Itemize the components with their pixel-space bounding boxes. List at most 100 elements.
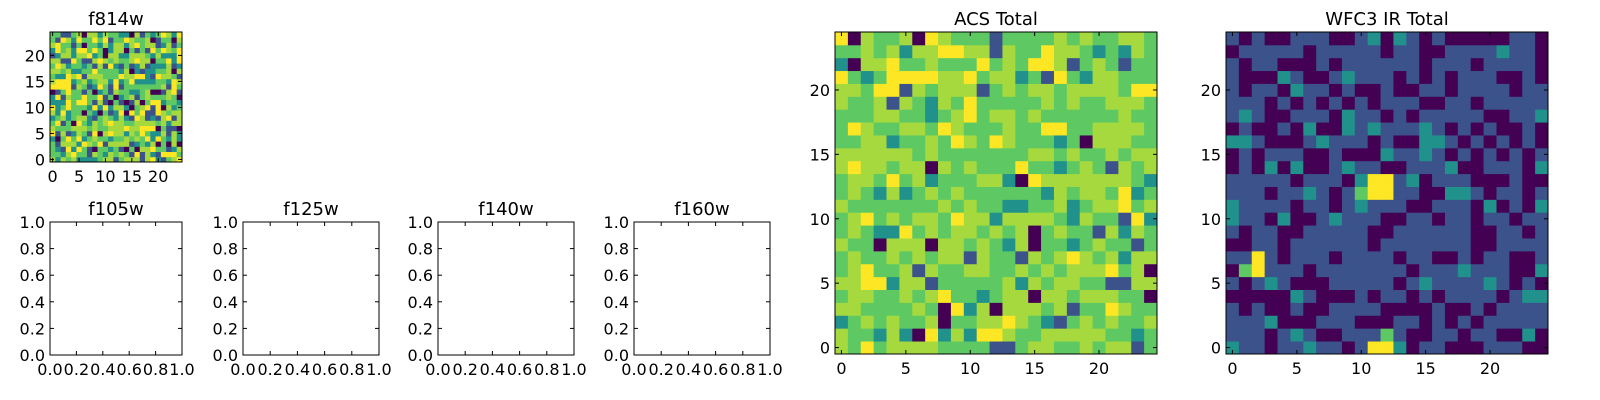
heatmap-cell [1079,212,1093,226]
x-tick-label: 0.4 [480,360,505,379]
heatmap-cell [108,37,114,43]
heatmap-cell [925,109,939,123]
heatmap-cell [108,104,114,111]
heatmap-cell [1535,109,1549,123]
heatmap-cell [989,44,1003,59]
heatmap-cell [1393,238,1407,252]
heatmap-cell [1457,32,1472,46]
heatmap-cell [989,289,1003,303]
heatmap-cell [145,151,151,158]
heatmap-cell [55,146,61,152]
axes-frame [633,221,771,356]
heatmap-cell [1341,238,1356,252]
heatmap-cell [1053,289,1068,303]
heatmap-cell [1066,328,1081,342]
heatmap-cell [1105,341,1119,355]
heatmap-cell [1535,263,1549,278]
heatmap-cell [1419,57,1433,72]
heatmap-cell [97,94,104,100]
heatmap-cell [50,110,56,116]
heatmap-cell [847,96,862,110]
heatmap-cell [118,120,125,126]
heatmap-cell [989,122,1003,136]
heatmap-cell [976,238,990,252]
y-tick-label: 15 [810,145,830,164]
y-tick-label: 0.2 [20,319,45,338]
heatmap-cell [1432,44,1446,59]
heatmap-cell [166,68,172,74]
heatmap-cell [92,130,98,137]
heatmap-cell [1380,122,1394,136]
heatmap-cell [1496,57,1510,72]
heatmap-cell [1483,122,1497,136]
heatmap-cell [139,63,146,69]
x-tick-label: 0.4 [676,360,701,379]
heatmap-cell [134,115,141,121]
heatmap-cell [92,120,98,126]
heatmap-cell [1105,57,1119,72]
heatmap-cell [1341,160,1356,175]
heatmap-cell [1264,173,1278,187]
heatmap-cell [171,156,178,163]
heatmap-cell [1367,212,1381,226]
heatmap-cell [1290,44,1304,59]
heatmap-cell [1041,32,1055,46]
heatmap-cell [150,32,156,38]
heatmap-cell [1079,186,1093,200]
heatmap-cell [1066,135,1081,149]
heatmap-cell [150,99,156,106]
heatmap-cell [1079,276,1093,290]
y-tick-label: 0.6 [408,266,433,285]
heatmap-cell [1131,122,1145,136]
heatmap-cell [950,289,965,303]
heatmap-cell [1053,96,1068,110]
y-tick-label: 0.8 [604,240,629,259]
heatmap-cell [1483,250,1497,265]
heatmap-cell [1329,32,1343,46]
heatmap-cell [123,99,130,106]
heatmap-cell [1105,212,1119,226]
heatmap-cell [1041,135,1055,149]
heatmap-cell [1092,225,1106,239]
heatmap-cell [118,47,125,54]
heatmap-cell [1028,289,1042,303]
heatmap-cell [76,84,83,90]
heatmap-cell [55,63,61,69]
heatmap-cell [81,78,88,85]
heatmap-cell [129,99,135,106]
heatmap-cell [1432,186,1446,200]
heatmap-cell [835,147,849,162]
heatmap-cell [1535,173,1549,187]
heatmap-cell [1509,70,1523,84]
heatmap-cell [1264,289,1278,303]
heatmap-cell [145,89,151,95]
heatmap-cell [71,136,77,142]
heatmap-cell [86,84,93,90]
heatmap-cell [171,73,178,80]
heatmap-cell [1277,341,1291,355]
heatmap-cell [86,151,93,158]
heatmap-cell [912,32,926,46]
x-tick-label: 10 [95,167,115,186]
heatmap-cell [123,120,130,126]
heatmap-cell [976,135,990,149]
heatmap-cell [938,199,952,213]
heatmap-cell [1277,328,1291,342]
heatmap-cell [963,32,978,46]
heatmap-cell [1131,276,1145,290]
heatmap-cell [1092,147,1106,162]
heatmap-cell [1303,83,1317,97]
heatmap-cell [886,238,900,252]
heatmap-cell [176,63,183,69]
heatmap-cell [1144,341,1158,355]
heatmap-cell [60,78,67,85]
heatmap-cell [166,58,172,64]
heatmap-cell [1303,186,1317,200]
heatmap-cell [81,151,88,158]
heatmap-cell [1144,173,1158,187]
heatmap-cell [1341,328,1356,342]
heatmap-cell [1264,341,1278,355]
heatmap-cell [1483,109,1497,123]
heatmap-cell [1303,147,1317,162]
x-tick-label: 1.0 [757,360,782,379]
